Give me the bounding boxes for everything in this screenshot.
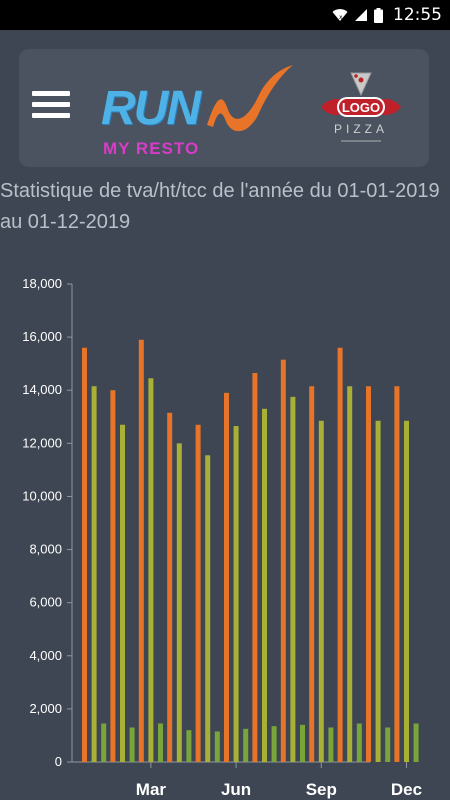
y-tick-label: 14,000 [22,382,62,397]
app-logo: RUN MY RESTO [97,61,297,158]
bar-series-1-apr[interactable] [167,412,173,762]
bar-series-1-aug[interactable] [280,359,286,762]
restaurant-logo: LOGO PIZZA [315,67,407,147]
bar-chart: 0 2,000 4,000 6,000 8,000 10,000 12,000 14,000 1… [22,276,422,799]
bar-series-2-jan[interactable] [91,386,97,762]
bar-series-3-apr[interactable] [186,730,192,762]
y-axis: 0 2,000 4,000 6,000 8,000 10,000 12,000 14,000 1… [22,276,73,769]
bar-series-3-jul[interactable] [271,726,277,762]
app-logo-title: RUN [101,82,201,135]
y-tick-label: 16,000 [22,329,62,344]
status-icons: x 12:55 [332,0,442,30]
bar-series-1-dec[interactable] [394,386,400,762]
bar-series-3-jan[interactable] [101,723,107,762]
wifi-icon: x [332,9,348,21]
bar-series-3-oct[interactable] [356,723,362,762]
y-tick-label: 10,000 [22,488,62,503]
y-tick-label: 12,000 [22,435,62,450]
restaurant-logo-caption: PIZZA [334,122,388,136]
bar-series-3-nov[interactable] [385,727,391,762]
bar-series-3-aug[interactable] [300,724,305,762]
bar-series-3-jun[interactable] [243,728,249,762]
y-tick-label: 4,000 [29,648,62,663]
x-tick-label-sep: Sep [306,780,337,799]
bar-series-3-dec[interactable] [413,723,419,762]
bar-series-1-jan[interactable] [82,347,87,762]
bar-series-3-sep[interactable] [328,727,334,762]
x-tick-label-mar: Mar [136,780,167,799]
status-bar: x 12:55 [0,0,450,30]
bar-series-1-feb[interactable] [110,390,116,762]
bar-series-1-mar[interactable] [138,339,144,762]
y-tick-label: 18,000 [22,276,62,291]
y-tick-label: 8,000 [29,542,62,557]
status-time: 12:55 [393,5,442,25]
bar-series-2-feb[interactable] [120,424,125,762]
bar-series-2-jun[interactable] [233,426,239,762]
bar-series-2-sep[interactable] [318,420,324,762]
bar-series-2-aug[interactable] [290,396,296,762]
app-logo-subtitle: MY RESTO [103,139,200,158]
bar-series-1-sep[interactable] [309,386,315,762]
bar-series-2-apr[interactable] [176,443,182,762]
bar-series-1-jul[interactable] [252,372,258,762]
bar-series-2-jul[interactable] [262,408,267,762]
bar-series-3-may[interactable] [214,731,220,762]
header-card: RUN MY RESTO LOGO PIZZA [19,49,429,167]
x-axis: Mar Jun Sep Dec [72,761,422,799]
bars [82,339,419,762]
bar-series-1-oct[interactable] [337,347,343,762]
bar-series-1-nov[interactable] [366,386,371,762]
page-title: Statistique de tva/ht/tcc de l'année du … [0,180,440,233]
bar-series-2-mar[interactable] [148,378,154,762]
x-tick-label-dec: Dec [391,780,422,799]
x-tick-label-jun: Jun [221,780,251,799]
bar-series-1-jun[interactable] [224,392,229,762]
svg-text:x: x [339,14,343,21]
bar-series-3-feb[interactable] [129,727,135,762]
hamburger-menu-icon[interactable] [29,87,73,121]
y-tick-label: 2,000 [29,701,62,716]
bar-series-2-may[interactable] [205,455,211,762]
restaurant-logo-badge: LOGO [342,100,380,115]
bar-series-2-nov[interactable] [375,420,381,762]
bar-series-1-may[interactable] [195,424,201,762]
bar-series-2-oct[interactable] [347,386,353,762]
bar-series-3-mar[interactable] [158,723,163,762]
battery-icon [374,7,383,23]
signal-icon [355,9,367,21]
y-tick-label: 6,000 [29,595,62,610]
y-tick-label: 0 [55,754,62,769]
logo-swoosh-icon [207,65,293,132]
bar-series-2-dec[interactable] [404,420,409,762]
